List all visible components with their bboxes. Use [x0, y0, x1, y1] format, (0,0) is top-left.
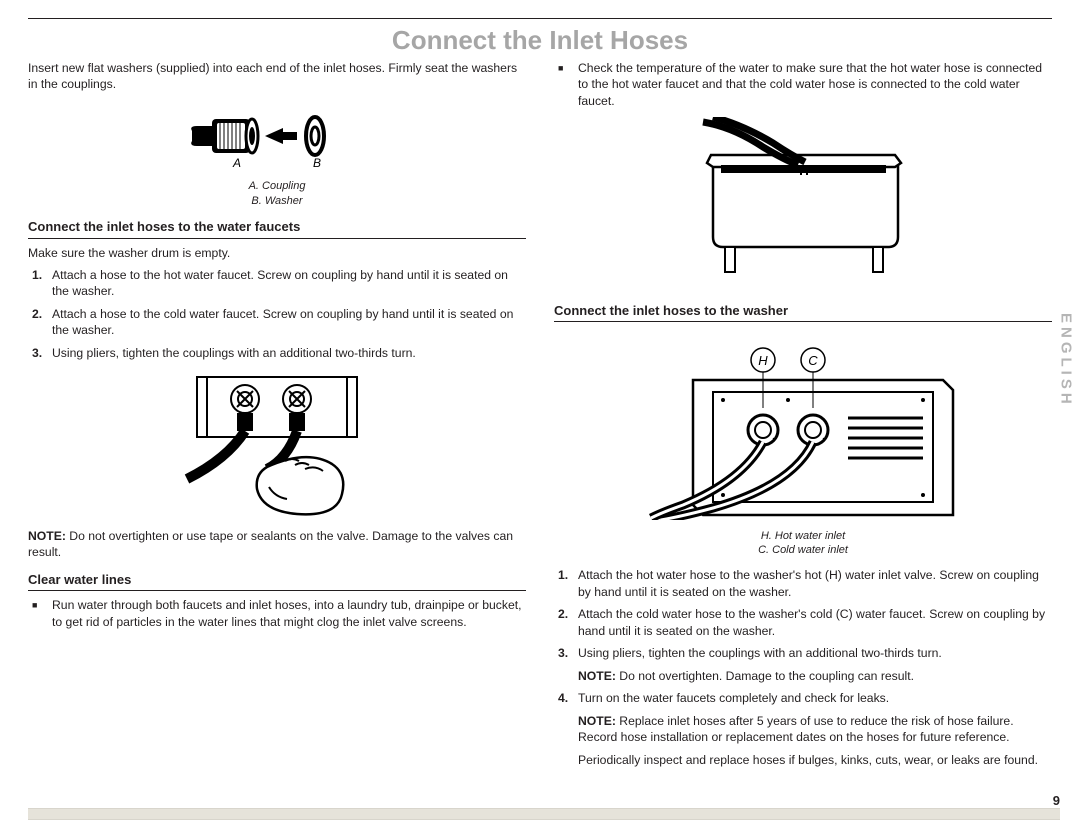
- figure3-legend: H. Hot water inlet C. Cold water inlet: [554, 529, 1052, 558]
- label-b: B: [313, 156, 321, 170]
- legend-c: C. Cold water inlet: [758, 544, 848, 556]
- sec2-bullets: Run water through both faucets and inlet…: [28, 597, 526, 630]
- sec3-tail: Periodically inspect and replace hoses i…: [554, 752, 1052, 768]
- sec1-steps: Attach a hose to the hot water faucet. S…: [28, 267, 526, 361]
- sec1-step1: Attach a hose to the hot water faucet. S…: [28, 267, 526, 300]
- legend-a: A. Coupling: [249, 180, 306, 192]
- note2-text: Replace inlet hoses after 5 years of use…: [578, 714, 1014, 744]
- legend-b: B. Washer: [251, 195, 302, 207]
- columns: Insert new flat washers (supplied) into …: [28, 60, 1052, 774]
- manual-page: Connect the Inlet Hoses Insert new flat …: [0, 0, 1080, 834]
- top-rule: [28, 18, 1052, 19]
- sec3-note2: NOTE: Replace inlet hoses after 5 years …: [554, 713, 1052, 746]
- sec3-step2: Attach the cold water hose to the washer…: [554, 606, 1052, 639]
- svg-text:H: H: [758, 353, 768, 368]
- sec2-rule: [28, 590, 526, 591]
- sec3-note1: NOTE: Do not overtighten. Damage to the …: [554, 668, 1052, 684]
- figure1-legend: A. Coupling B. Washer: [28, 179, 526, 208]
- language-label: ENGLISH: [1058, 313, 1075, 408]
- washer-inlets-illustration: H C: [643, 330, 963, 520]
- sec3-step1: Attach the hot water hose to the washer'…: [554, 567, 1052, 600]
- sec1-heading: Connect the inlet hoses to the water fau…: [28, 218, 526, 236]
- sec3-step3: Using pliers, tighten the couplings with…: [554, 645, 1052, 661]
- right-top-bullets: Check the temperature of the water to ma…: [554, 60, 1052, 109]
- note-label: NOTE:: [28, 529, 66, 543]
- sec1-step3: Using pliers, tighten the couplings with…: [28, 345, 526, 361]
- sec1-step2: Attach a hose to the cold water faucet. …: [28, 306, 526, 339]
- coupling-washer-illustration: A B: [187, 101, 367, 171]
- note1-label: NOTE:: [578, 669, 616, 683]
- sec2-heading: Clear water lines: [28, 571, 526, 589]
- laundry-tub-illustration: [673, 117, 933, 287]
- note2-label: NOTE:: [578, 714, 616, 728]
- page-title: Connect the Inlet Hoses: [28, 25, 1052, 56]
- footer: [28, 808, 1060, 820]
- right-column: Check the temperature of the water to ma…: [554, 60, 1052, 774]
- sec3-step4: Turn on the water faucets completely and…: [554, 690, 1052, 706]
- legend-h: H. Hot water inlet: [761, 530, 845, 542]
- sec1-note: NOTE: Do not overtighten or use tape or …: [28, 528, 526, 561]
- sec3-steps: Attach the hot water hose to the washer'…: [554, 567, 1052, 661]
- label-a: A: [232, 156, 241, 170]
- right-bullet1: Check the temperature of the water to ma…: [554, 60, 1052, 109]
- faucet-hand-illustration: [167, 369, 387, 519]
- figure-laundry-tub: [554, 117, 1052, 291]
- page-number: 9: [1053, 793, 1060, 808]
- figure-washer-inlets: H C: [554, 330, 1052, 524]
- left-column: Insert new flat washers (supplied) into …: [28, 60, 526, 774]
- svg-text:C: C: [808, 353, 818, 368]
- sec3-rule: [554, 321, 1052, 322]
- sec3-heading: Connect the inlet hoses to the washer: [554, 302, 1052, 320]
- sec1-pre: Make sure the washer drum is empty.: [28, 245, 526, 261]
- footer-bar: [28, 808, 1060, 820]
- note-text: Do not overtighten or use tape or sealan…: [28, 529, 513, 559]
- note1-text: Do not overtighten. Damage to the coupli…: [616, 669, 914, 683]
- intro-text: Insert new flat washers (supplied) into …: [28, 60, 526, 93]
- language-tab: ENGLISH: [1052, 300, 1080, 420]
- sec2-bullet1: Run water through both faucets and inlet…: [28, 597, 526, 630]
- sec1-rule: [28, 238, 526, 239]
- figure-coupling-washer: A B: [28, 101, 526, 175]
- sec3-steps-cont: Turn on the water faucets completely and…: [554, 690, 1052, 706]
- figure-faucet-hand: [28, 369, 526, 523]
